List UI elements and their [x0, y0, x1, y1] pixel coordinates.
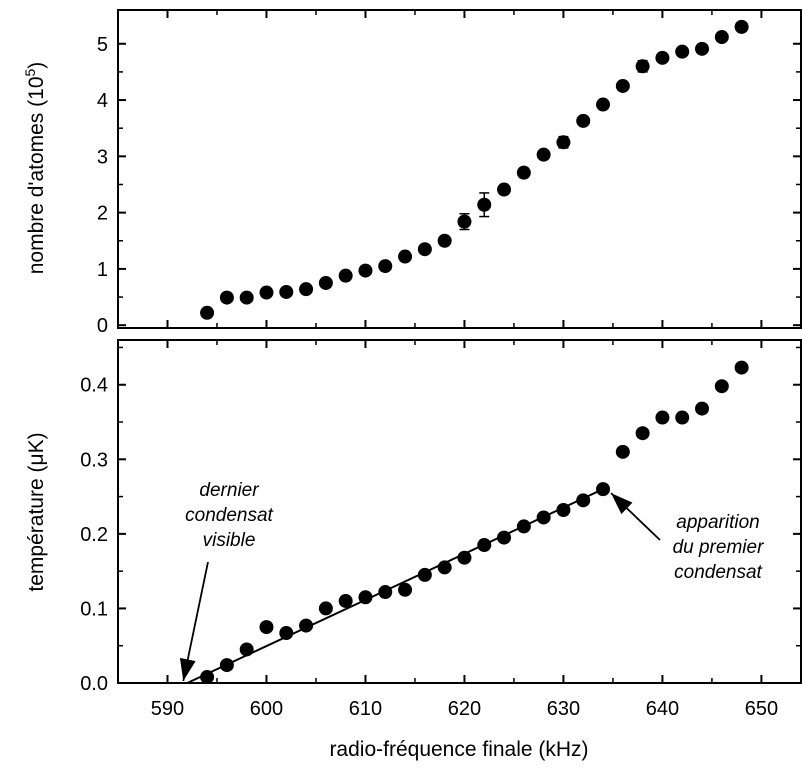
- top-y-tick-label: 5: [97, 34, 108, 56]
- bottom-data-point: [616, 445, 630, 459]
- bottom-data-point: [477, 538, 491, 552]
- x-tick-label: 600: [250, 698, 283, 720]
- bottom-data-point: [220, 658, 234, 672]
- top-data-point: [378, 259, 392, 273]
- bottom-data-point: [418, 568, 432, 582]
- top-data-point: [477, 198, 491, 212]
- x-tick-label: 640: [646, 698, 679, 720]
- annotation-last-condensate-text: condensat: [185, 505, 273, 526]
- top-data-point: [339, 269, 353, 283]
- top-y-axis-title: nombre d'atomes (105): [22, 62, 48, 275]
- top-data-point: [517, 166, 531, 180]
- top-data-point: [200, 306, 214, 320]
- top-data-point: [537, 148, 551, 162]
- top-data-point: [556, 135, 570, 149]
- bottom-data-point: [556, 503, 570, 517]
- top-panel: 0 1 2 3 4 5 nombre d'atomes (105): [22, 10, 801, 337]
- top-data-point: [319, 276, 333, 290]
- top-data-point: [418, 242, 432, 256]
- bottom-y-tick-label: 0.0: [80, 673, 108, 695]
- annotation-last-condensate-text: dernier: [199, 480, 259, 501]
- top-data-point: [596, 98, 610, 112]
- annotations: dernier condensat visible apparition du prem…: [180, 480, 764, 681]
- bottom-data-point: [438, 560, 452, 574]
- top-data-point: [240, 291, 254, 305]
- bottom-data-point: [200, 670, 214, 684]
- bottom-data-point: [537, 510, 551, 524]
- bottom-data-point: [735, 361, 749, 375]
- top-y-axis: 0 1 2 3 4 5: [97, 34, 801, 337]
- bottom-data-point: [517, 519, 531, 533]
- top-data-point: [299, 282, 313, 296]
- bottom-data-point: [715, 379, 729, 393]
- bottom-series: [200, 361, 749, 684]
- top-data-point: [715, 30, 729, 44]
- bottom-data-point: [636, 426, 650, 440]
- bottom-data-point: [497, 531, 511, 545]
- bottom-data-point: [655, 411, 669, 425]
- top-series: [200, 20, 749, 320]
- top-x-ticks: [167, 10, 761, 328]
- bottom-y-tick-label: 0.2: [80, 524, 108, 546]
- top-y-tick-label: 1: [97, 259, 108, 281]
- bottom-data-point: [240, 642, 254, 656]
- top-data-point: [438, 234, 452, 248]
- top-data-point: [655, 51, 669, 65]
- top-data-point: [279, 285, 293, 299]
- bottom-data-point: [596, 482, 610, 496]
- bottom-y-tick-label: 0.3: [80, 449, 108, 471]
- top-data-point: [695, 42, 709, 56]
- annotation-first-condensate-text: du premier: [673, 537, 764, 558]
- bottom-data-point: [319, 601, 333, 615]
- bottom-data-point: [675, 411, 689, 425]
- top-data-point: [220, 291, 234, 305]
- annotation-first-condensate-text: condensat: [674, 562, 762, 583]
- top-data-point: [576, 114, 590, 128]
- top-plot-frame: [118, 10, 801, 328]
- x-tick-label: 620: [448, 698, 481, 720]
- bottom-data-point: [279, 626, 293, 640]
- bottom-panel: 0.0 0.1 0.2 0.3 0.4 590 600 610 620 630 640 650 de…: [25, 340, 801, 761]
- bottom-data-point: [576, 493, 590, 507]
- top-y-tick-label: 4: [97, 90, 108, 112]
- top-data-point: [259, 286, 273, 300]
- annotation-last-condensate-text: visible: [203, 530, 256, 551]
- top-data-point: [735, 20, 749, 34]
- top-data-point: [497, 183, 511, 197]
- top-y-tick-label: 0: [97, 315, 108, 337]
- bottom-data-point: [378, 585, 392, 599]
- x-tick-label: 630: [547, 698, 580, 720]
- bottom-data-point: [457, 551, 471, 565]
- bottom-data-point: [398, 583, 412, 597]
- top-data-point: [675, 45, 689, 59]
- x-tick-label: 590: [151, 698, 184, 720]
- top-y-tick-label: 2: [97, 203, 108, 225]
- bottom-data-point: [339, 594, 353, 608]
- bottom-y-axis-title: température (μK): [25, 432, 48, 591]
- bottom-y-tick-label: 0.4: [80, 375, 108, 397]
- top-data-point: [636, 59, 650, 73]
- top-data-point: [358, 264, 372, 278]
- top-data-point: [398, 250, 412, 264]
- x-axis-title: radio-fréquence finale (kHz): [329, 738, 588, 761]
- top-data-point: [616, 79, 630, 93]
- arrow-last-condensate-head: [180, 658, 196, 681]
- bottom-data-point: [358, 590, 372, 604]
- annotation-first-condensate-text: apparition: [676, 512, 759, 533]
- x-tick-label: 610: [349, 698, 382, 720]
- bottom-data-point: [299, 619, 313, 633]
- bottom-data-point: [259, 620, 273, 634]
- x-tick-label: 650: [745, 698, 778, 720]
- top-data-point: [457, 215, 471, 229]
- bottom-data-point: [695, 402, 709, 416]
- bottom-y-tick-label: 0.1: [80, 598, 108, 620]
- top-y-tick-label: 3: [97, 146, 108, 168]
